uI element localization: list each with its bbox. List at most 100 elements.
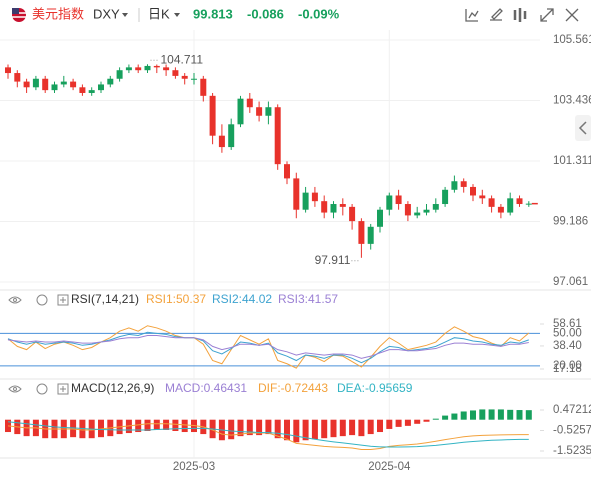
- y-tick-label: 101.311: [553, 155, 591, 167]
- macd-bar: [302, 419, 309, 441]
- close-icon[interactable]: [565, 8, 579, 22]
- gear-icon[interactable]: [36, 383, 48, 395]
- side-arrow[interactable]: [575, 115, 591, 141]
- tool-icon[interactable]: [490, 8, 503, 21]
- candle-body: [284, 164, 290, 179]
- x-tick-label: 2025-03: [173, 461, 215, 473]
- macd-bar: [358, 419, 365, 437]
- macd-bar: [284, 419, 290, 441]
- macd-bar: [293, 419, 300, 443]
- macd-bar: [414, 419, 421, 424]
- reference-label: 50.00: [553, 327, 582, 339]
- candle-body: [497, 206, 504, 213]
- instrument-name[interactable]: 美元指数: [32, 6, 84, 21]
- toolbar: [465, 8, 579, 22]
- macd-bar: [98, 419, 104, 438]
- flag-icon: [12, 8, 26, 22]
- candle-body: [516, 198, 523, 205]
- tool-icon[interactable]: [540, 8, 554, 22]
- y-tick-label: 58.61: [553, 318, 582, 330]
- candle-body: [5, 67, 11, 74]
- macd-bar: [163, 419, 170, 430]
- macd-bar: [181, 419, 188, 433]
- candle-body: [51, 84, 58, 91]
- macd-bar: [228, 419, 235, 440]
- candle-body: [181, 75, 188, 79]
- macd-bar: [423, 419, 430, 422]
- gear-icon[interactable]: [36, 294, 48, 306]
- y-tick-label: 0.47212: [553, 404, 591, 416]
- macd-bar: [339, 419, 346, 437]
- candle-body: [60, 81, 67, 85]
- rsi-line: [7, 331, 529, 364]
- candle-body: [191, 78, 197, 80]
- candle-body: [488, 198, 495, 207]
- macd-bar: [404, 419, 411, 426]
- candle-body: [386, 195, 393, 210]
- symbol[interactable]: DXY: [93, 6, 120, 21]
- macd-bar: [330, 419, 337, 438]
- macd-bar: [144, 419, 151, 431]
- y-tick-label: 99.186: [553, 216, 588, 228]
- candle-body: [395, 195, 402, 205]
- candle-body: [98, 84, 104, 91]
- macd-bar: [377, 419, 383, 433]
- candle-body: [32, 78, 39, 88]
- tool-icon[interactable]: [513, 8, 527, 22]
- reference-label: 20.00: [553, 360, 582, 372]
- candle-body: [209, 95, 216, 136]
- candle-body: [42, 78, 49, 91]
- dropdown-caret[interactable]: [122, 13, 128, 17]
- add-icon[interactable]: [57, 294, 69, 306]
- legend-entry: DIF:-0.72443: [258, 381, 328, 395]
- candle-body: [14, 73, 21, 82]
- candle-body: [311, 192, 318, 202]
- candle-body: [246, 98, 253, 108]
- panel-title: RSI(7,14,21): [71, 292, 139, 306]
- eye-icon[interactable]: [8, 296, 22, 304]
- macd-bar: [386, 419, 393, 429]
- eye-icon[interactable]: [8, 385, 22, 393]
- macd-bar: [237, 419, 244, 437]
- macd-bar: [246, 419, 253, 436]
- candle-body: [367, 226, 374, 244]
- macd-bar: [525, 410, 532, 420]
- macd-line: [7, 421, 529, 448]
- macd-bar: [460, 411, 467, 420]
- macd-bar: [274, 419, 281, 439]
- macd-bar: [349, 419, 356, 436]
- candle-body: [256, 107, 263, 116]
- change-pct: -0.09%: [298, 6, 340, 21]
- period[interactable]: 日K: [148, 6, 170, 21]
- candle-body: [153, 65, 160, 68]
- legend-entry: DEA:-0.95659: [337, 381, 413, 395]
- candle-body: [377, 209, 383, 227]
- candle-body: [358, 221, 365, 244]
- candle-body: [274, 107, 281, 165]
- y-tick-label: 97.061: [553, 276, 588, 288]
- candle-body: [460, 181, 467, 187]
- candle-body: [218, 135, 225, 148]
- change: -0.086: [247, 6, 284, 21]
- macd-bar: [479, 409, 486, 420]
- dropdown-caret[interactable]: [174, 13, 180, 17]
- macd-bar: [172, 419, 179, 431]
- candle-body: [349, 206, 356, 222]
- y-tick-label: 38.40: [553, 340, 582, 352]
- y-tick-label: 17.18: [553, 363, 582, 375]
- tool-icon[interactable]: [465, 9, 479, 22]
- candle-body: [404, 204, 411, 216]
- panel-title: MACD(12,26,9): [71, 381, 154, 395]
- macd-bar: [311, 419, 318, 440]
- legend-entry: MACD:0.46431: [165, 381, 247, 395]
- candle-body: [200, 78, 207, 96]
- candle-body: [442, 189, 449, 205]
- add-icon[interactable]: [57, 383, 69, 395]
- candle-body: [451, 181, 458, 190]
- macd-bar: [321, 419, 328, 439]
- annotation: 104.711: [161, 52, 204, 66]
- candle-body: [163, 67, 170, 71]
